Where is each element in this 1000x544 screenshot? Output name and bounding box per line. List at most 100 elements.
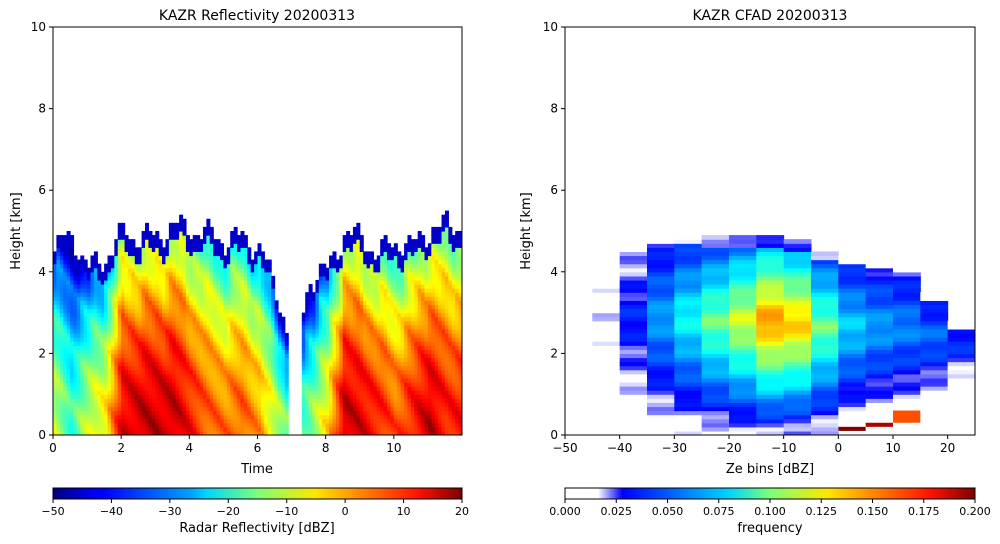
reflectivity-cell [230,349,235,354]
reflectivity-cell [260,292,265,297]
reflectivity-cell [199,251,204,257]
reflectivity-cell [172,239,177,244]
reflectivity-cell [148,328,153,334]
reflectivity-cell [76,279,81,285]
reflectivity-cell [90,361,95,367]
reflectivity-cell [131,349,136,354]
reflectivity-cell [121,324,126,330]
reflectivity-cell [175,316,180,322]
reflectivity-cell [342,243,347,248]
reflectivity-cell [349,390,354,395]
reflectivity-cell [148,373,153,379]
reflectivity-cell [127,284,132,289]
reflectivity-cell [70,251,75,257]
reflectivity-cell [97,402,102,408]
reflectivity-cell [257,353,262,359]
reflectivity-cell [56,296,61,301]
reflectivity-cell [257,369,262,375]
reflectivity-cell [332,300,337,306]
reflectivity-cell [192,333,197,338]
reflectivity-cell [230,377,235,383]
reflectivity-cell [427,414,432,420]
reflectivity-cell [267,426,272,432]
reflectivity-cell [189,402,194,408]
reflectivity-cell [53,263,58,269]
reflectivity-cell [100,414,105,420]
reflectivity-cell [175,275,180,281]
reflectivity-cell [104,402,109,408]
reflectivity-cell [329,288,334,293]
reflectivity-cell [352,414,357,420]
reflectivity-cell [346,377,351,383]
reflectivity-cell [175,341,180,346]
reflectivity-cell [104,357,109,363]
reflectivity-cell [117,406,122,412]
reflectivity-cell [356,365,361,371]
reflectivity-cell [223,381,228,387]
reflectivity-cell [329,296,334,301]
reflectivity-cell [404,304,409,310]
reflectivity-cell [66,231,71,236]
reflectivity-cell [277,349,282,354]
reflectivity-cell [356,263,361,269]
reflectivity-cell [387,357,392,363]
reflectivity-cell [141,390,146,395]
reflectivity-cell [342,398,347,403]
reflectivity-cell [93,300,98,306]
reflectivity-cell [90,296,95,301]
reflectivity-cell [312,333,317,338]
reflectivity-cell [383,381,388,387]
reflectivity-cell [141,365,146,371]
reflectivity-cell [414,381,419,387]
reflectivity-cell [53,284,58,289]
reflectivity-cell [349,394,354,399]
reflectivity-cell [151,365,156,371]
reflectivity-cell [240,377,245,383]
reflectivity-cell [257,316,262,322]
reflectivity-cell [315,341,320,346]
reflectivity-cell [179,357,184,363]
reflectivity-cell [352,357,357,363]
reflectivity-cell [131,239,136,244]
reflectivity-cell [383,292,388,297]
reflectivity-cell [366,373,371,379]
reflectivity-cell [107,361,112,367]
reflectivity-cell [363,430,368,435]
reflectivity-cell [400,271,405,277]
reflectivity-cell [155,361,160,367]
reflectivity-cell [383,430,388,435]
reflectivity-cell [335,402,340,408]
reflectivity-cell [383,243,388,248]
reflectivity-cell [390,320,395,326]
reflectivity-cell [155,312,160,318]
reflectivity-cell [417,398,422,403]
reflectivity-cell [237,390,242,395]
reflectivity-cell [76,418,81,424]
reflectivity-cell [335,406,340,412]
reflectivity-cell [162,361,167,367]
reflectivity-cell [277,381,282,387]
reflectivity-cell [162,365,167,371]
reflectivity-cell [400,333,405,338]
reflectivity-cell [66,426,71,432]
reflectivity-cell [366,320,371,326]
reflectivity-cell [76,386,81,391]
reflectivity-cell [431,304,436,310]
reflectivity-cell [352,349,357,354]
reflectivity-cell [257,304,262,310]
reflectivity-cell [380,333,385,338]
reflectivity-cell [390,300,395,306]
reflectivity-cell [257,390,262,395]
reflectivity-cell [308,414,313,420]
reflectivity-cell [366,398,371,403]
reflectivity-cell [363,255,368,261]
reflectivity-cell [277,353,282,359]
reflectivity-cell [63,267,68,273]
reflectivity-cell [380,341,385,346]
reflectivity-cell [407,373,412,379]
reflectivity-cell [213,341,218,346]
reflectivity-cell [254,426,259,432]
reflectivity-cell [352,304,357,310]
reflectivity-cell [155,251,160,257]
reflectivity-cell [104,414,109,420]
